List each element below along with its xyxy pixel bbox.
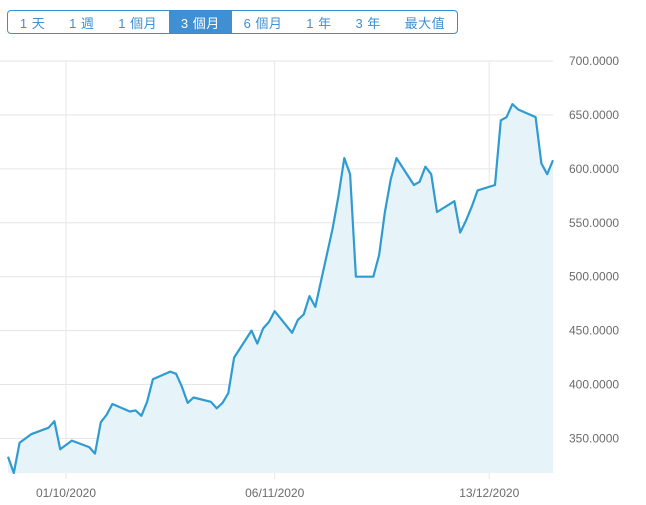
x-tick-label: 01/10/2020 bbox=[36, 486, 96, 500]
y-tick-label: 700.0000 bbox=[569, 54, 619, 68]
x-tick-label: 06/11/2020 bbox=[245, 486, 304, 500]
y-tick-label: 450.0000 bbox=[569, 324, 619, 338]
range-button-1m[interactable]: 1 個月 bbox=[118, 15, 158, 31]
range-button-1d[interactable]: 1 天 bbox=[19, 15, 46, 31]
price-area-fill bbox=[8, 104, 553, 473]
y-tick-label: 650.0000 bbox=[569, 108, 619, 122]
price-line bbox=[6, 102, 555, 475]
range-button-3y[interactable]: 3 年 bbox=[355, 15, 381, 31]
y-tick-label: 400.0000 bbox=[569, 378, 619, 392]
y-axis-ticks: 350.0000 400.0000 450.0000 500.0000 550.0000… bbox=[569, 54, 619, 445]
range-button-max[interactable]: 最大值 bbox=[404, 15, 446, 31]
range-button-1y[interactable]: 1 年 bbox=[306, 15, 332, 31]
y-tick-label: 500.0000 bbox=[569, 270, 619, 284]
range-selector: 1 天 1 週 1 個月 3 個月 6 個月 1 年 3 年 最大值 bbox=[7, 10, 458, 34]
x-axis-ticks: 01/10/2020 06/11/2020 13/12/2020 bbox=[36, 486, 520, 500]
range-button-6m[interactable]: 6 個月 bbox=[243, 15, 283, 31]
x-tick-label: 13/12/2020 bbox=[459, 486, 519, 500]
range-button-3m[interactable]: 3 個月 bbox=[169, 11, 232, 33]
y-tick-label: 350.0000 bbox=[569, 431, 619, 445]
range-button-1w[interactable]: 1 週 bbox=[69, 15, 95, 31]
y-tick-label: 600.0000 bbox=[569, 162, 619, 176]
y-tick-label: 550.0000 bbox=[569, 216, 619, 230]
